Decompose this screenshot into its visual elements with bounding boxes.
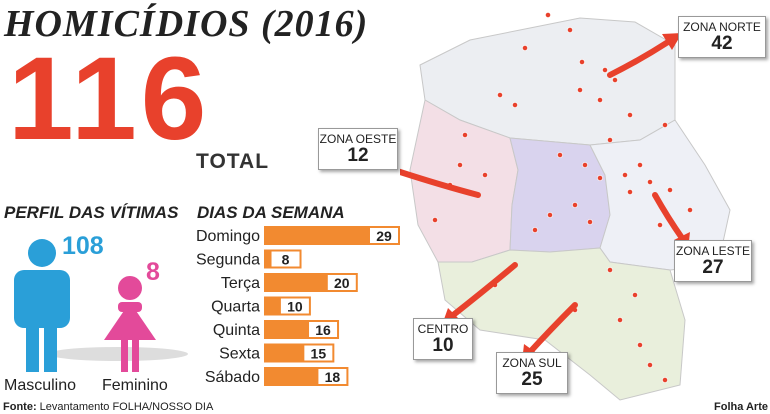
zone-centro-value: 10	[432, 335, 454, 356]
category-label: Sexta	[219, 346, 260, 363]
male-count: 108	[62, 232, 104, 260]
total-number: 116	[8, 33, 211, 165]
arrow-south-icon	[527, 302, 578, 355]
page-title: HOMICÍDIOS (2016)	[4, 3, 369, 45]
arrow-center-icon	[449, 262, 518, 319]
zone-norte-box: ZONA NORTE 42	[678, 16, 766, 58]
bar-value-background	[309, 322, 338, 337]
bar-value-background	[318, 369, 347, 384]
bar-value-background	[304, 345, 333, 361]
bar-value-label: 8	[282, 252, 290, 268]
source-label: Fonte:	[3, 401, 37, 413]
source-text: Levantamento FOLHA/NOSSO DIA	[39, 401, 214, 413]
victims-illustration	[14, 239, 188, 372]
zone-norte-value: 42	[711, 33, 733, 54]
zone-oeste-name: ZONA OESTE	[319, 132, 397, 146]
bar-value-label: 20	[334, 275, 350, 291]
category-label: Segunda	[196, 252, 260, 269]
zone-arrows	[400, 39, 685, 355]
credit: Folha Arte	[714, 401, 768, 413]
bar-value-label: 16	[315, 322, 331, 338]
zone-centro-name: CENTRO	[417, 322, 469, 336]
zone-leste-value: 27	[702, 257, 724, 278]
arrow-north-icon	[607, 39, 671, 78]
female-person-icon	[104, 276, 156, 372]
zone-oeste-box: ZONA OESTE 12	[318, 128, 398, 170]
arrow-west-icon	[400, 168, 481, 198]
bar-value-background	[271, 251, 300, 267]
male-label: Masculino	[4, 377, 77, 394]
category-label: Domingo	[196, 228, 260, 245]
shadow-shape	[48, 347, 188, 361]
male-person-icon	[14, 239, 70, 372]
source-note: Fonte: Levantamento FOLHA/NOSSO DIA	[3, 401, 213, 413]
female-count: 8	[146, 258, 160, 286]
zone-sul-value: 25	[521, 369, 543, 390]
victims-section-title: PERFIL DAS VÍTIMAS	[4, 203, 179, 222]
female-label: Feminino	[102, 377, 168, 394]
bar-value-background	[370, 228, 398, 243]
zone-centro-box: CENTRO 10	[413, 318, 473, 360]
zone-leste-name: ZONA LESTE	[675, 244, 751, 258]
bar	[264, 226, 400, 245]
zone-sul-name: ZONA SUL	[502, 356, 562, 370]
bar-value-background	[327, 275, 356, 290]
days-bar-chart: Domingo 29 Segunda 8 Terça 20 Quarta 10 Quinta 16…	[196, 226, 400, 386]
category-label: Quinta	[213, 322, 260, 339]
zone-norte-name: ZONA NORTE	[683, 20, 761, 34]
arrow-east-icon	[652, 192, 685, 241]
bar-value-label: 10	[287, 299, 303, 315]
zone-oeste-value: 12	[347, 145, 369, 166]
total-label: TOTAL	[196, 150, 270, 173]
city-map	[400, 12, 731, 401]
map-south-region	[437, 247, 686, 401]
zone-sul-box: ZONA SUL 25	[496, 352, 568, 394]
bar-value-background	[280, 298, 309, 314]
homicide-markers	[432, 12, 693, 383]
bar-value-label: 15	[311, 346, 327, 362]
category-label: Terça	[221, 275, 260, 292]
days-section-title: DIAS DA SEMANA	[197, 203, 345, 222]
zone-leste-box: ZONA LESTE 27	[674, 240, 752, 282]
bar-value-label: 18	[325, 369, 341, 385]
category-label: Sábado	[205, 369, 260, 386]
category-label: Quarta	[211, 299, 260, 316]
bar-value-label: 29	[376, 228, 392, 244]
